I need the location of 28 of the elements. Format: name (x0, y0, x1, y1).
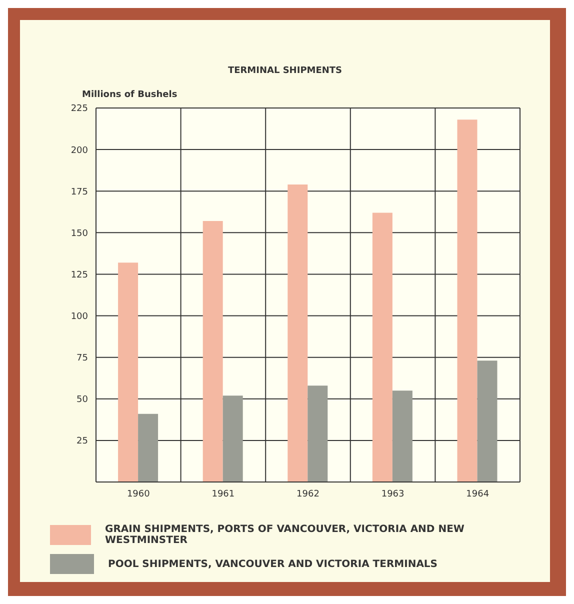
y-tick-label: 200 (70, 146, 88, 156)
legend-label: GRAIN SHIPMENTS, PORTS OF VANCOUVER, VICTORIA AND NEW WESTMINSTER (105, 524, 466, 546)
bar (477, 360, 498, 482)
y-tick-label: 125 (70, 270, 88, 280)
chart-title: TERMINAL SHIPMENTS (226, 66, 344, 76)
bar (138, 414, 158, 482)
bar (222, 396, 243, 482)
x-tick-label: 1962 (296, 489, 320, 500)
x-tick-label: 1964 (466, 489, 490, 500)
x-tick-label: 1960 (126, 489, 150, 500)
bar (372, 212, 392, 482)
y-axis-title: Millions of Bushels (82, 90, 178, 100)
legend-label: POOL SHIPMENTS, VANCOUVER AND VICTORIA TERMINALS (108, 558, 438, 570)
y-tick-label: 150 (70, 228, 88, 239)
x-tick-label: 1961 (212, 489, 235, 500)
y-tick-label: 50 (76, 395, 88, 406)
bar (118, 262, 138, 482)
y-tick-label: 175 (70, 187, 88, 198)
x-tick-label: 1963 (381, 489, 404, 500)
bar (308, 386, 328, 482)
y-tick-label: 100 (70, 312, 88, 322)
bar (392, 390, 412, 482)
bar (288, 184, 308, 482)
y-tick-label: 225 (70, 104, 88, 114)
y-tick-label: 25 (76, 436, 88, 447)
y-tick-label: 75 (76, 354, 88, 364)
bar (202, 221, 223, 482)
bar (457, 120, 478, 482)
